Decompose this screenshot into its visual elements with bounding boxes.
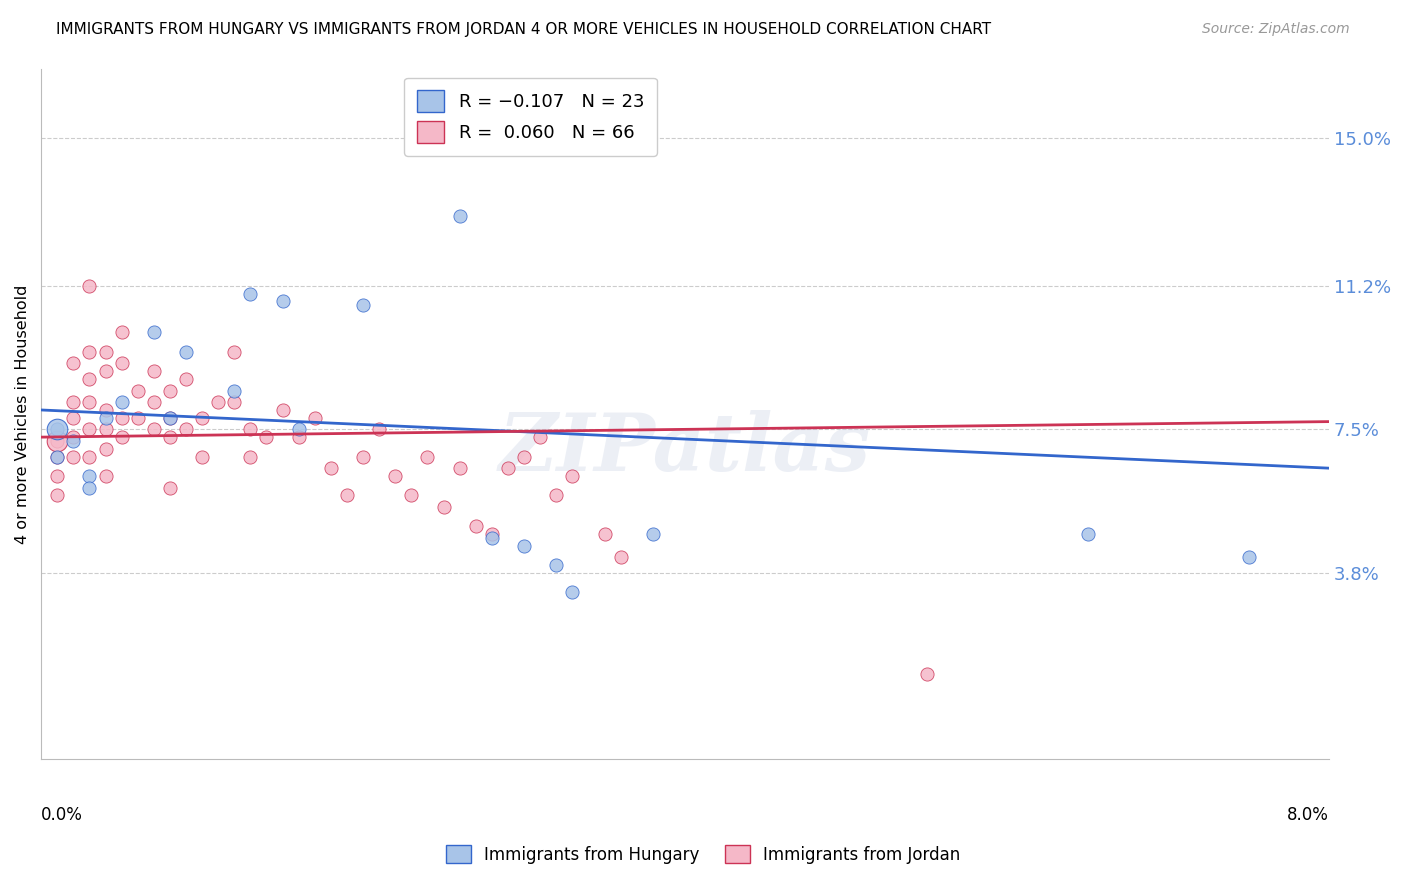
Point [46,422,69,436]
Point [94,344,117,359]
Point [319,461,342,475]
Point [62,410,84,425]
Point [546,488,568,502]
Point [142,364,165,378]
Point [110,395,132,409]
Point [224,344,246,359]
Point [239,450,262,464]
Point [449,461,471,475]
Point [384,469,406,483]
Point [1076,527,1098,541]
Point [79,395,101,409]
Point [304,410,326,425]
Point [159,481,181,495]
Point [224,395,246,409]
Point [239,422,262,436]
Point [46,488,69,502]
Point [256,430,278,444]
Point [481,531,503,545]
Point [110,430,132,444]
Point [159,384,181,398]
Point [79,450,101,464]
Point [79,469,101,483]
Point [94,469,117,483]
Point [271,403,294,417]
Point [127,410,149,425]
Point [110,410,132,425]
Point [336,488,359,502]
Point [94,364,117,378]
Text: ZIPatlas: ZIPatlas [499,409,872,487]
Point [513,450,536,464]
Point [529,430,551,444]
Point [287,430,309,444]
Point [481,527,503,541]
Point [46,434,69,448]
Text: 0.0%: 0.0% [41,805,83,823]
Point [287,422,309,436]
Text: IMMIGRANTS FROM HUNGARY VS IMMIGRANTS FROM JORDAN 4 OR MORE VEHICLES IN HOUSEHOL: IMMIGRANTS FROM HUNGARY VS IMMIGRANTS FR… [56,22,991,37]
Point [159,430,181,444]
Point [174,372,197,386]
Point [915,666,938,681]
Point [401,488,423,502]
Point [352,450,374,464]
Y-axis label: 4 or more Vehicles in Household: 4 or more Vehicles in Household [15,285,30,543]
Point [127,384,149,398]
Point [561,585,583,599]
Point [464,519,486,533]
Point [513,539,536,553]
Point [224,384,246,398]
Point [62,430,84,444]
Point [110,356,132,370]
Point [46,450,69,464]
Point [174,344,197,359]
Legend: R = −0.107   N = 23, R =  0.060   N = 66: R = −0.107 N = 23, R = 0.060 N = 66 [405,78,657,156]
Point [142,422,165,436]
Point [94,442,117,456]
Point [368,422,391,436]
Point [79,278,101,293]
Point [79,372,101,386]
Point [191,450,214,464]
Point [110,326,132,340]
Point [94,410,117,425]
Point [641,527,664,541]
Point [46,469,69,483]
Point [561,469,583,483]
Point [546,558,568,573]
Point [609,550,631,565]
Point [79,422,101,436]
Point [593,527,616,541]
Point [271,294,294,309]
Point [191,410,214,425]
Text: Source: ZipAtlas.com: Source: ZipAtlas.com [1202,22,1350,37]
Point [79,481,101,495]
Point [159,410,181,425]
Point [496,461,519,475]
Point [449,209,471,223]
Point [62,395,84,409]
Point [174,422,197,436]
Point [46,450,69,464]
Point [159,410,181,425]
Point [46,434,69,448]
Point [62,450,84,464]
Point [79,344,101,359]
Point [94,403,117,417]
Point [94,422,117,436]
Point [62,356,84,370]
Point [1237,550,1260,565]
Point [46,422,69,436]
Point [142,395,165,409]
Point [416,450,439,464]
Text: 8.0%: 8.0% [1286,805,1329,823]
Point [62,434,84,448]
Point [432,500,454,514]
Point [142,326,165,340]
Point [207,395,229,409]
Legend: Immigrants from Hungary, Immigrants from Jordan: Immigrants from Hungary, Immigrants from… [439,838,967,871]
Point [239,286,262,301]
Point [352,298,374,312]
